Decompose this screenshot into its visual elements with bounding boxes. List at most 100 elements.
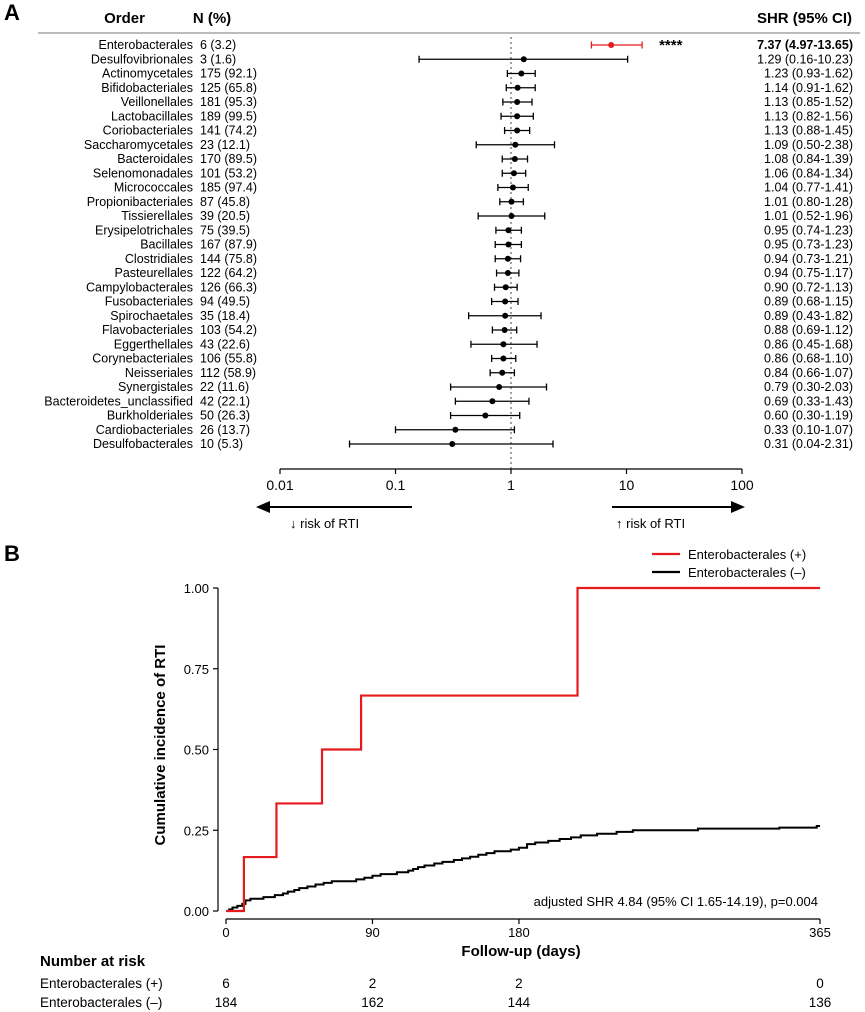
series-line <box>226 586 820 913</box>
order-label: Bacillales <box>140 238 193 252</box>
shr-label: 1.04 (0.77-1.41) <box>764 181 853 195</box>
point-estimate <box>501 327 508 333</box>
n-label: 141 (74.2) <box>200 124 257 138</box>
n-label: 26 (13.7) <box>200 423 250 437</box>
n-label: 112 (58.9) <box>200 366 256 380</box>
legend: Enterobacterales (+) Enterobacterales (–) <box>652 547 806 580</box>
n-label: 125 (65.8) <box>200 81 257 95</box>
n-label: 167 (87.9) <box>200 238 257 252</box>
order-label: Flavobacteriales <box>102 323 193 337</box>
shr-label: 0.31 (0.04-2.31) <box>764 437 853 451</box>
shr-label: 0.90 (0.72-1.13) <box>764 280 853 294</box>
shr-label: 0.89 (0.68-1.15) <box>764 295 853 309</box>
x-axis-label: Follow-up (days) <box>461 943 580 960</box>
shr-label: 0.86 (0.68-1.10) <box>764 352 853 366</box>
shr-label: 1.01 (0.80-1.28) <box>764 195 853 209</box>
n-label: 23 (12.1) <box>200 138 250 152</box>
shr-label: 1.09 (0.50-2.38) <box>764 138 853 152</box>
order-label: Clostridiales <box>125 252 193 266</box>
n-label: 22 (11.6) <box>200 380 249 394</box>
point-estimate <box>482 412 489 419</box>
point-estimate <box>496 384 503 390</box>
y-tick-label: 0.00 <box>184 904 209 919</box>
forest-row: Veillonellales 181 (95.3) 1.13 (0.85-1.52) <box>121 95 853 109</box>
order-label: Pasteurellales <box>114 266 193 280</box>
forest-row: Neisseriales 112 (58.9) 0.84 (0.66-1.07) <box>125 366 853 380</box>
forest-row: Tissierellales 39 (20.5) 1.01 (0.52-1.96) <box>121 209 853 223</box>
risk-value: 144 <box>508 995 531 1010</box>
n-label: 3 (1.6) <box>200 52 236 66</box>
order-label: Campylobacterales <box>86 280 193 294</box>
forest-row: Clostridiales 144 (75.8) 0.94 (0.73-1.21) <box>125 252 853 266</box>
n-label: 35 (18.4) <box>200 309 250 323</box>
order-label: Fusobacteriales <box>105 295 193 309</box>
n-label: 94 (49.5) <box>200 295 250 309</box>
x-tick-label: 0 <box>222 925 229 940</box>
shr-label: 0.60 (0.30-1.19) <box>764 409 853 423</box>
forest-row: Erysipelotrichales 75 (39.5) 0.95 (0.74-1.… <box>95 223 853 237</box>
order-label: Micrococcales <box>114 181 193 195</box>
forest-rows: Enterobacterales 6 (3.2) 7.37 (4.97-13.65)… <box>44 37 853 469</box>
shr-label: 1.23 (0.93-1.62) <box>764 67 853 81</box>
n-label: 175 (92.1) <box>200 67 257 81</box>
forest-row: Actinomycetales 175 (92.1) 1.23 (0.93-1.62… <box>102 67 853 81</box>
shr-label: 0.88 (0.69-1.12) <box>764 323 853 337</box>
order-label: Saccharomycetales <box>84 138 193 152</box>
order-label: Spirochaetales <box>110 309 193 323</box>
point-estimate <box>500 355 507 362</box>
forest-row: Bacillales 167 (87.9) 0.95 (0.73-1.23) <box>140 238 853 252</box>
header-n: N (%) <box>193 10 231 27</box>
n-label: 144 (75.8) <box>200 252 257 266</box>
forest-row: Bifidobacteriales 125 (65.8) 1.14 (0.91-1.… <box>101 81 853 95</box>
order-label: Neisseriales <box>125 366 193 380</box>
legend-label: Enterobacterales (+) <box>688 547 806 562</box>
shr-label: 1.13 (0.82-1.56) <box>764 109 853 123</box>
x-tick-label: 10 <box>619 477 635 493</box>
order-label: Bifidobacteriales <box>101 81 193 95</box>
point-estimate <box>499 369 506 376</box>
shr-label: 7.37 (4.97-13.65) <box>757 38 853 52</box>
series-line <box>226 825 820 912</box>
y-tick-label: 0.50 <box>184 743 209 758</box>
arrow-right <box>612 501 745 513</box>
shr-label: 0.33 (0.10-1.07) <box>764 423 853 437</box>
cumulative-incidence-plot: 0.00 0.25 0.50 0.75 1.00 0 90 180 365 <box>184 581 831 940</box>
forest-row: Micrococcales 185 (97.4) 1.04 (0.77-1.41) <box>114 181 853 195</box>
forest-row: Desulfovibrionales 3 (1.6) 1.29 (0.16-10.2… <box>91 52 853 66</box>
n-label: 122 (64.2) <box>200 266 257 280</box>
risk-value: 2 <box>369 976 377 991</box>
n-label: 106 (55.8) <box>200 352 257 366</box>
n-label: 6 (3.2) <box>200 38 236 52</box>
forest-row: Eggerthellales 43 (22.6) 0.86 (0.45-1.68) <box>114 337 853 351</box>
point-estimate <box>505 227 512 234</box>
order-label: Propionibacteriales <box>87 195 193 209</box>
n-label: 189 (99.5) <box>200 109 257 123</box>
x-tick-label: 180 <box>508 925 530 940</box>
order-label: Coriobacteriales <box>103 124 193 138</box>
shr-label: 1.06 (0.84-1.34) <box>764 166 853 180</box>
order-label: Desulfobacterales <box>93 437 193 451</box>
forest-row: Fusobacteriales 94 (49.5) 0.89 (0.68-1.15) <box>105 295 853 309</box>
point-estimate <box>512 141 519 148</box>
n-label: 50 (26.3) <box>200 409 250 423</box>
forest-row: Spirochaetales 35 (18.4) 0.89 (0.43-1.82) <box>110 309 853 323</box>
point-estimate <box>449 441 456 447</box>
order-label: Cardiobacteriales <box>96 423 193 437</box>
forest-row: Corynebacteriales 106 (55.8) 0.86 (0.68-1.… <box>92 352 853 366</box>
x-tick-label: 365 <box>809 925 831 940</box>
header-shr: SHR (95% CI) <box>757 10 852 27</box>
shr-label: 1.29 (0.16-10.23) <box>757 52 853 66</box>
arrow-left <box>256 501 412 513</box>
n-label: 10 (5.3) <box>200 437 243 451</box>
risk-value: 136 <box>809 995 832 1010</box>
order-label: Lactobacillales <box>111 109 193 123</box>
n-label: 101 (53.2) <box>200 166 257 180</box>
arrow-right-label: ↑ risk of RTI <box>616 516 685 531</box>
n-label: 126 (66.3) <box>200 280 257 294</box>
forest-row: Cardiobacteriales 26 (13.7) 0.33 (0.10-1.0… <box>96 423 853 437</box>
shr-label: 1.14 (0.91-1.62) <box>764 81 853 95</box>
point-estimate <box>510 170 517 177</box>
forest-row: Flavobacteriales 103 (54.2) 0.88 (0.69-1.1… <box>102 323 853 337</box>
shr-label: 0.86 (0.45-1.68) <box>764 337 853 351</box>
forest-row: Lactobacillales 189 (99.5) 1.13 (0.82-1.56… <box>111 109 853 123</box>
